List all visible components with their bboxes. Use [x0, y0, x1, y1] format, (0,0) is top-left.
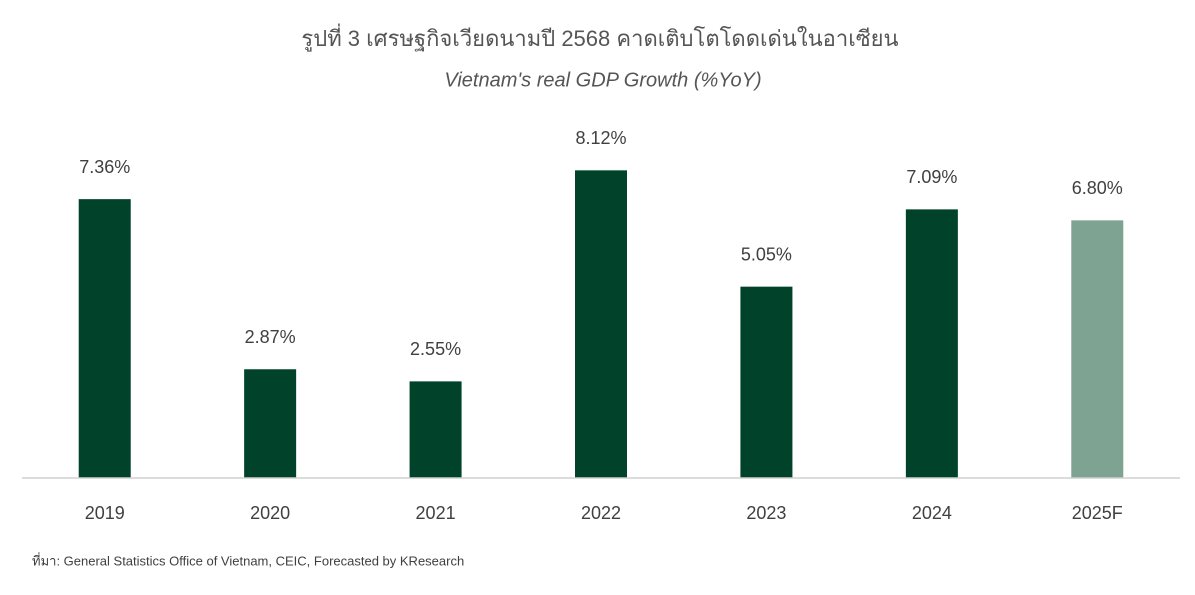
value-label: 6.80% — [1072, 178, 1123, 198]
value-label: 2.87% — [245, 327, 296, 347]
bar — [905, 209, 958, 478]
source-note: ที่มา: General Statistics Office of Viet… — [32, 552, 464, 568]
chart-title: รูปที่ 3 เศรษฐกิจเวียดนามปี 2568 คาดเติบ… — [301, 23, 898, 52]
value-label: 2.55% — [410, 339, 461, 359]
bar — [740, 286, 793, 478]
x-tick-label: 2021 — [416, 503, 456, 523]
x-tick-label: 2025F — [1072, 503, 1123, 523]
bar — [575, 170, 627, 478]
value-label: 7.36% — [79, 157, 130, 177]
bar — [78, 199, 131, 479]
x-tick-label: 2019 — [85, 503, 125, 523]
bar — [409, 381, 462, 478]
value-label: 5.05% — [741, 244, 792, 264]
x-tick-label: 2022 — [581, 503, 621, 523]
value-label: 7.09% — [906, 167, 957, 187]
bar — [244, 369, 297, 478]
chart-subtitle: Vietnam's real GDP Growth (%YoY) — [444, 69, 761, 91]
value-label: 8.12% — [575, 128, 626, 148]
x-tick-label: 2024 — [912, 503, 952, 523]
x-tick-label: 2020 — [250, 503, 290, 523]
x-tick-label: 2023 — [746, 503, 786, 523]
bar — [1071, 220, 1124, 478]
